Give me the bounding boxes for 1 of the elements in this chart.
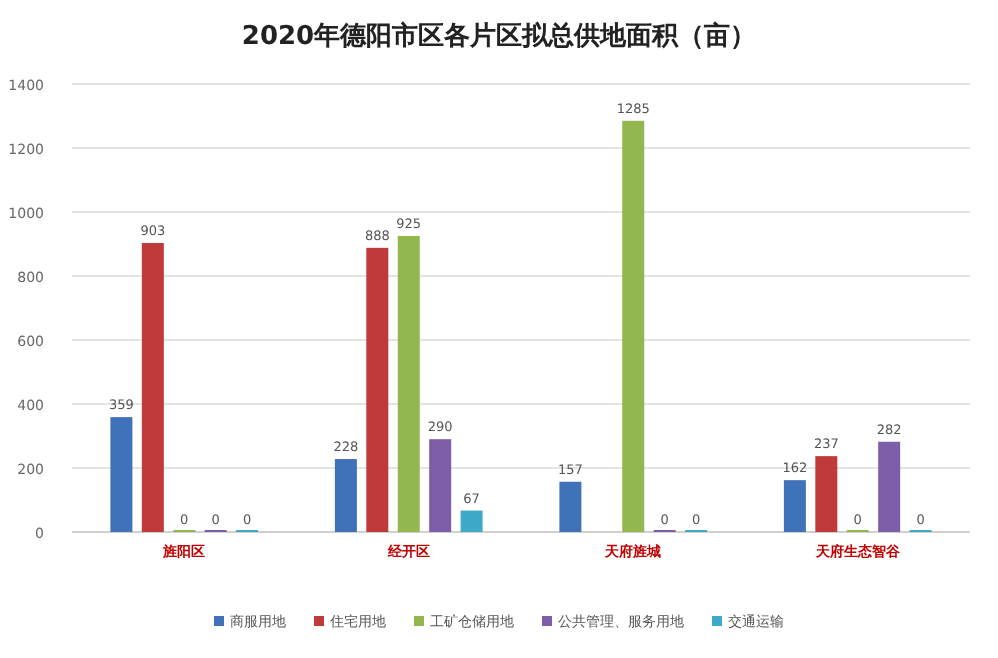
chart-title: 2020年德阳市区各片区拟总供地面积（亩） bbox=[241, 20, 757, 52]
